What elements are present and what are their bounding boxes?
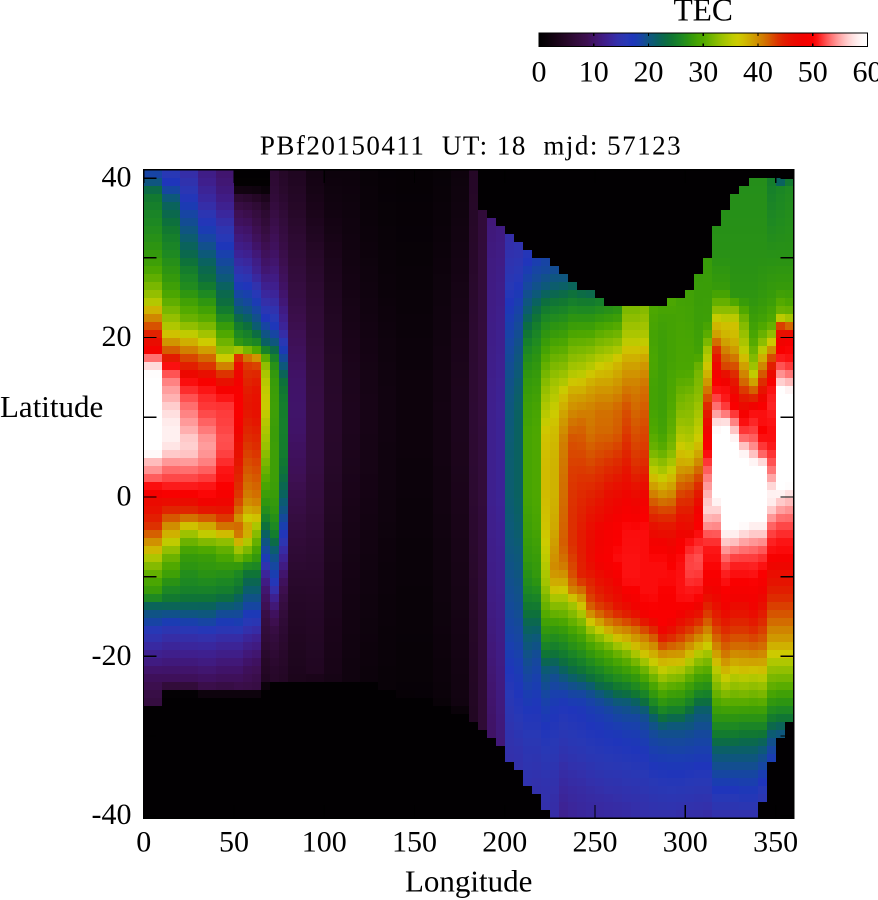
svg-text:50: 50 [219,826,249,859]
svg-text:0: 0 [117,479,132,512]
svg-text:30: 30 [688,56,718,89]
svg-text:20: 20 [634,56,664,89]
svg-text:10: 10 [579,56,609,89]
svg-text:20: 20 [102,320,132,353]
svg-text:Latitude: Latitude [0,389,103,424]
svg-text:50: 50 [798,56,828,89]
svg-text:200: 200 [482,826,527,859]
svg-text:TEC: TEC [673,0,733,28]
svg-text:0: 0 [136,826,151,859]
svg-text:350: 350 [753,826,798,859]
svg-text:-20: -20 [92,639,132,672]
svg-text:300: 300 [663,826,708,859]
svg-text:40: 40 [102,161,132,194]
svg-text:0: 0 [532,56,547,89]
svg-text:250: 250 [573,826,618,859]
svg-text:PBf20150411 UT: 18 mjd: 5712: PBf20150411 UT: 18 mjd: 57123 [260,131,682,161]
svg-text:100: 100 [302,826,347,859]
svg-text:Longitude: Longitude [405,864,532,899]
svg-text:-40: -40 [92,798,132,831]
svg-text:40: 40 [743,56,773,89]
svg-text:150: 150 [392,826,437,859]
svg-text:60: 60 [853,56,878,89]
